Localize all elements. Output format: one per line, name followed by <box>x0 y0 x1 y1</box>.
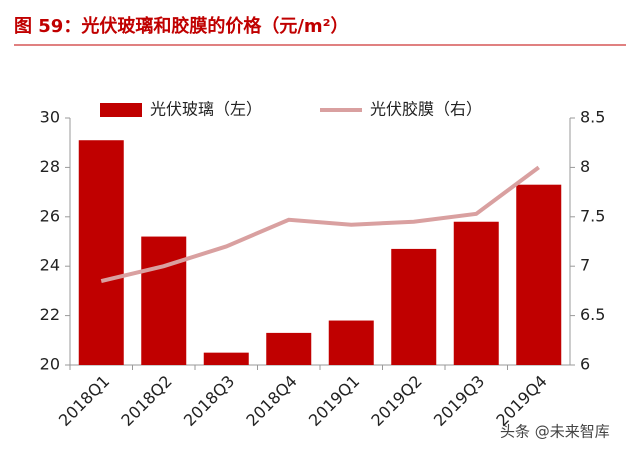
bar <box>391 248 437 365</box>
watermark: 头条 @未来智库 <box>500 423 610 441</box>
y-tick-label: 28 <box>40 157 60 176</box>
x-tick-label: 2018Q3 <box>180 372 238 430</box>
y2-tick-label: 6 <box>580 355 590 374</box>
line <box>100 165 540 283</box>
y2-tick-label: 7.5 <box>580 206 605 225</box>
bar <box>516 184 562 365</box>
legend-label: 光伏胶膜（右） <box>370 100 482 119</box>
y-tick-label: 20 <box>40 355 60 374</box>
x-tick-label: 2019Q3 <box>430 372 488 430</box>
y2-tick-label: 6.5 <box>580 305 605 324</box>
x-tick-label: 2018Q2 <box>117 372 175 430</box>
x-tick-label: 2018Q4 <box>242 372 300 430</box>
x-tick-label: 2019Q1 <box>305 372 363 430</box>
y-tick-label: 22 <box>40 305 60 324</box>
bar <box>328 320 374 365</box>
y2-tick-label: 8 <box>580 157 590 176</box>
x-tick-label: 2018Q1 <box>55 372 113 430</box>
x-tick-label: 2019Q4 <box>492 372 550 430</box>
bar <box>453 221 499 365</box>
x-tick-label: 2019Q2 <box>367 372 425 430</box>
bar <box>78 140 124 365</box>
y-tick-label: 24 <box>40 256 60 275</box>
legend-swatch <box>100 103 142 117</box>
bar <box>141 236 187 365</box>
legend-label: 光伏玻璃（左） <box>150 100 262 119</box>
y-tick-label: 30 <box>40 108 60 127</box>
chart-title: 图 59：光伏玻璃和胶膜的价格（元/m²） <box>14 15 349 37</box>
y-tick-label: 26 <box>40 206 60 225</box>
bar <box>203 352 249 365</box>
y2-tick-label: 8.5 <box>580 108 605 127</box>
bar <box>266 332 312 365</box>
y2-tick-label: 7 <box>580 256 590 275</box>
